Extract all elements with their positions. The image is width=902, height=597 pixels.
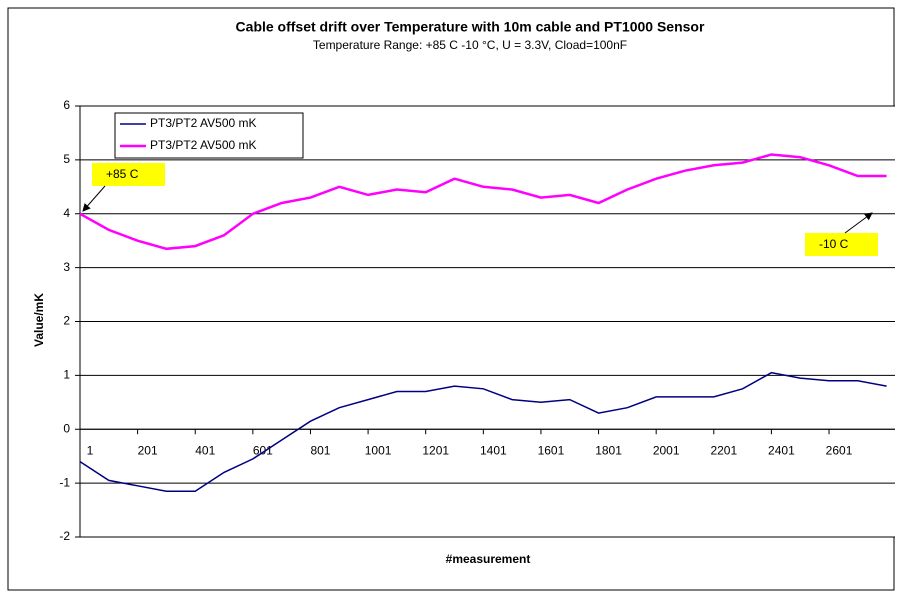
legend-box [114, 112, 304, 159]
annotation-box [805, 233, 878, 256]
x-tick-label: 401 [195, 443, 215, 457]
series-line [79, 371, 887, 492]
x-tick-label: 601 [253, 443, 273, 457]
y-tick-label: 5 [63, 152, 70, 166]
annotation-arrow [82, 185, 106, 212]
x-tick-label: 2201 [710, 443, 737, 457]
x-tick-label: 2001 [653, 443, 680, 457]
x-tick-label: 1001 [365, 443, 392, 457]
annotation-label: -10 C [819, 237, 849, 251]
y-tick-label: 1 [63, 368, 70, 382]
x-tick-label: 1601 [538, 443, 565, 457]
x-tick-label: 1201 [422, 443, 449, 457]
y-tick-label: -1 [59, 475, 70, 489]
annotation-arrow [844, 212, 873, 234]
y-tick-label: 0 [63, 421, 70, 435]
x-axis-label: #measurement [446, 552, 531, 566]
annotation-label: +85 C [106, 167, 139, 181]
chart-subtitle: Temperature Range: +85 C -10 °C, U = 3.3… [313, 38, 627, 52]
y-tick-label: 3 [63, 260, 70, 274]
x-tick-label: 1 [87, 443, 94, 457]
legend-label: PT3/PT2 AV500 mK [150, 116, 257, 130]
y-tick-label: 4 [63, 206, 70, 220]
x-tick-label: 1801 [595, 443, 622, 457]
y-tick-label: 6 [63, 98, 70, 112]
x-tick-label: 801 [310, 443, 330, 457]
annotation-box [92, 163, 165, 186]
series-line [79, 153, 887, 251]
legend-label: PT3/PT2 AV500 mK [150, 138, 257, 152]
x-tick-label: 201 [138, 443, 158, 457]
chart-title: Cable offset drift over Temperature with… [236, 19, 705, 35]
x-tick-label: 2601 [826, 443, 853, 457]
y-tick-label: 2 [63, 314, 70, 328]
y-tick-label: -2 [59, 529, 70, 543]
y-axis-label: Value/mK [32, 293, 46, 347]
x-tick-label: 1401 [480, 443, 507, 457]
x-tick-label: 2401 [768, 443, 795, 457]
